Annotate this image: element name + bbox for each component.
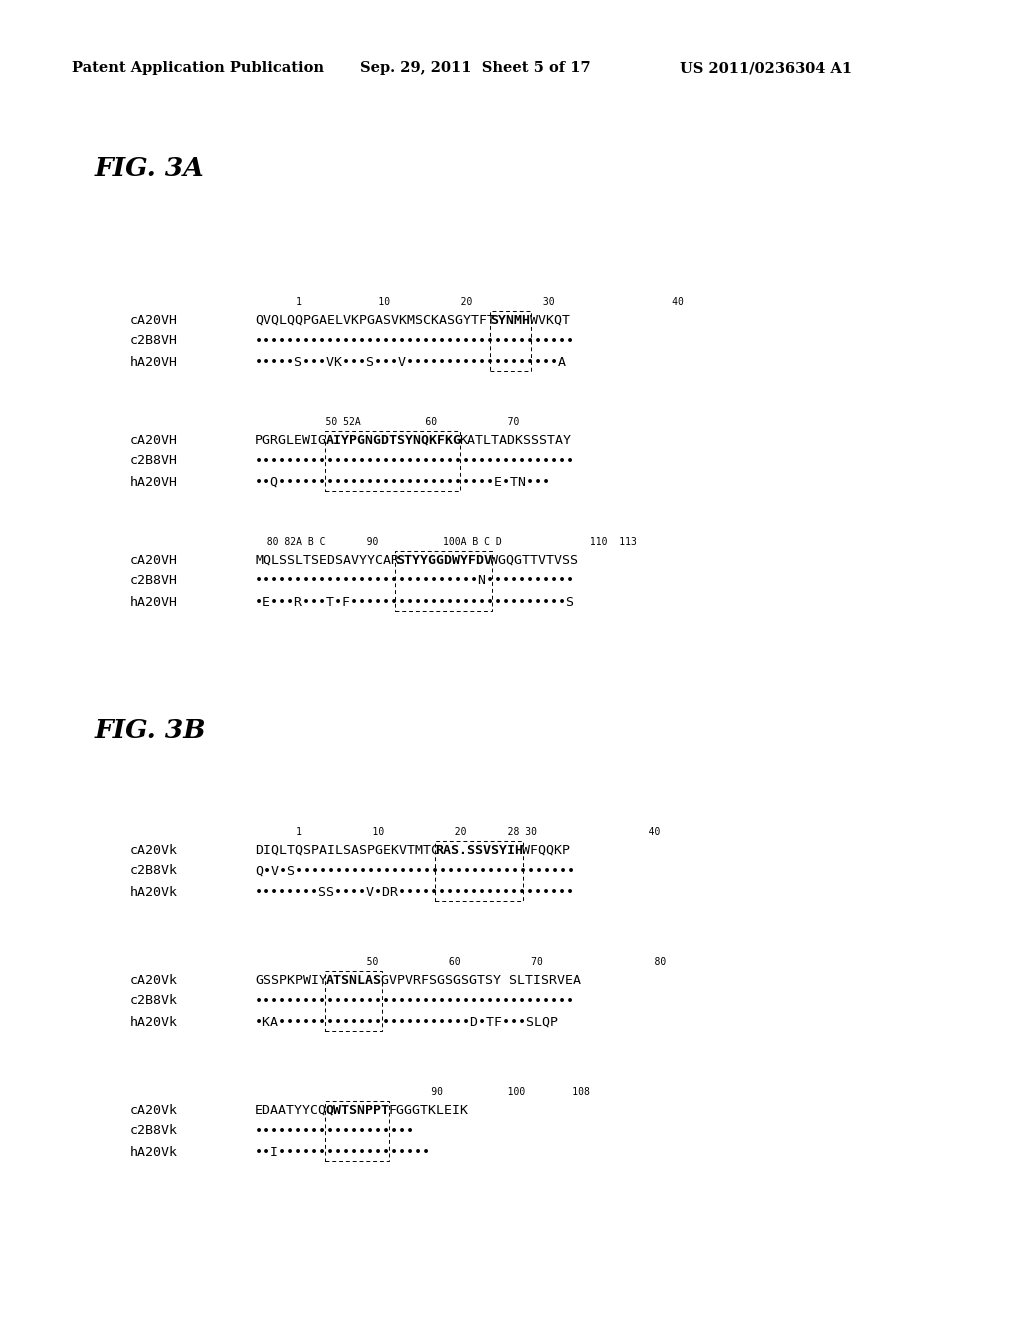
Text: US 2011/0236304 A1: US 2011/0236304 A1 (680, 61, 852, 75)
Text: c2B8Vk: c2B8Vk (130, 1125, 178, 1138)
Text: PGRGLEWIG: PGRGLEWIG (255, 433, 327, 446)
Text: hA20Vk: hA20Vk (130, 886, 178, 899)
Text: ATSNLAS: ATSNLAS (326, 974, 382, 986)
Text: QWTSNPPT: QWTSNPPT (326, 1104, 390, 1117)
Text: cA20VH: cA20VH (130, 433, 178, 446)
Text: 50            60            70                   80: 50 60 70 80 (255, 957, 667, 968)
Text: WVKQT: WVKQT (529, 314, 569, 326)
Bar (325, 432, 460, 491)
Bar (325, 1101, 389, 1162)
Text: ••••••••SS••••V•DR••••••••••••••••••••••: ••••••••SS••••V•DR•••••••••••••••••••••• (255, 886, 575, 899)
Text: ••••••••••••••••••••••••••••N•••••••••••: ••••••••••••••••••••••••••••N••••••••••• (255, 574, 575, 587)
Text: FIG. 3B: FIG. 3B (95, 718, 207, 742)
Text: c2B8VH: c2B8VH (130, 334, 178, 347)
Text: 80 82A B C       90           100A B C D               110  113: 80 82A B C 90 100A B C D 110 113 (255, 537, 637, 546)
Text: hA20VH: hA20VH (130, 355, 178, 368)
Text: GVPVRFSGSGSGTSY SLTISRVEA: GVPVRFSGSGSGTSY SLTISRVEA (381, 974, 581, 986)
Text: •KA••••••••••••••••••••••••D•TF•••SLQP: •KA••••••••••••••••••••••••D•TF•••SLQP (255, 1015, 559, 1028)
Text: QVQLQQPGAELVKPGASVKMSCKASGYTFT: QVQLQQPGAELVKPGASVKMSCKASGYTFT (255, 314, 495, 326)
Text: ••••••••••••••••••••••••••••••••••••••••: •••••••••••••••••••••••••••••••••••••••• (255, 454, 575, 467)
Text: EDAATYYCQ: EDAATYYCQ (255, 1104, 327, 1117)
Text: 1             10            20            30                    40: 1 10 20 30 40 (255, 297, 684, 308)
Text: Q•V•S•••••••••••••••••••••••••••••••••••: Q•V•S••••••••••••••••••••••••••••••••••• (255, 865, 575, 878)
Text: AIYPGNGDTSYNQKFKG: AIYPGNGDTSYNQKFKG (326, 433, 462, 446)
Text: MQLSSLTSEDSAVYYCAR: MQLSSLTSEDSAVYYCAR (255, 553, 399, 566)
Text: cA20Vk: cA20Vk (130, 843, 178, 857)
Text: 50 52A           60            70: 50 52A 60 70 (255, 417, 519, 426)
Bar (325, 972, 382, 1031)
Text: hA20Vk: hA20Vk (130, 1015, 178, 1028)
Text: FIG. 3A: FIG. 3A (95, 156, 205, 181)
Text: DIQLTQSPAILSASPGEKVTMTC: DIQLTQSPAILSASPGEKVTMTC (255, 843, 439, 857)
Text: hA20VH: hA20VH (130, 595, 178, 609)
Text: Patent Application Publication: Patent Application Publication (72, 61, 324, 75)
Text: hA20Vk: hA20Vk (130, 1146, 178, 1159)
Text: ••••••••••••••••••••••••••••••••••••••••: •••••••••••••••••••••••••••••••••••••••• (255, 994, 575, 1007)
Text: cA20Vk: cA20Vk (130, 1104, 178, 1117)
Bar (434, 841, 523, 902)
Text: RAS.SSVSYIH: RAS.SSVSYIH (435, 843, 523, 857)
Text: ••Q•••••••••••••••••••••••••••E•TN•••: ••Q•••••••••••••••••••••••••••E•TN••• (255, 475, 551, 488)
Text: 90           100        108: 90 100 108 (255, 1086, 590, 1097)
Text: Sep. 29, 2011  Sheet 5 of 17: Sep. 29, 2011 Sheet 5 of 17 (360, 61, 591, 75)
Text: GSSPKPWIY: GSSPKPWIY (255, 974, 327, 986)
Text: cA20Vk: cA20Vk (130, 974, 178, 986)
Text: ••I•••••••••••••••••••: ••I••••••••••••••••••• (255, 1146, 431, 1159)
Text: c2B8Vk: c2B8Vk (130, 865, 178, 878)
Bar (489, 312, 530, 371)
Text: ••••••••••••••••••••••••••••••••••••••••: •••••••••••••••••••••••••••••••••••••••• (255, 334, 575, 347)
Text: •••••S•••VK•••S•••V•••••••••••••••••••A: •••••S•••VK•••S•••V•••••••••••••••••••A (255, 355, 567, 368)
Text: cA20VH: cA20VH (130, 553, 178, 566)
Text: ••••••••••••••••••••: •••••••••••••••••••• (255, 1125, 415, 1138)
Text: STYYGGDWYFDV: STYYGGDWYFDV (396, 553, 493, 566)
Text: cA20VH: cA20VH (130, 314, 178, 326)
Text: hA20VH: hA20VH (130, 475, 178, 488)
Text: c2B8VH: c2B8VH (130, 574, 178, 587)
Text: •E•••R•••T•F•••••••••••••••••••••••••••S: •E•••R•••T•F•••••••••••••••••••••••••••S (255, 595, 575, 609)
Text: SYNMH: SYNMH (490, 314, 530, 326)
Text: KATLTADKSSSTAY: KATLTADKSSSTAY (459, 433, 571, 446)
Text: WFQQKP: WFQQKP (522, 843, 570, 857)
Text: 1            10            20       28 30                   40: 1 10 20 28 30 40 (255, 828, 660, 837)
Bar (395, 550, 492, 611)
Text: WGQGTTVTVSS: WGQGTTVTVSS (490, 553, 579, 566)
Text: c2B8VH: c2B8VH (130, 454, 178, 467)
Text: c2B8Vk: c2B8Vk (130, 994, 178, 1007)
Text: FGGGTKLEIK: FGGGTKLEIK (388, 1104, 468, 1117)
